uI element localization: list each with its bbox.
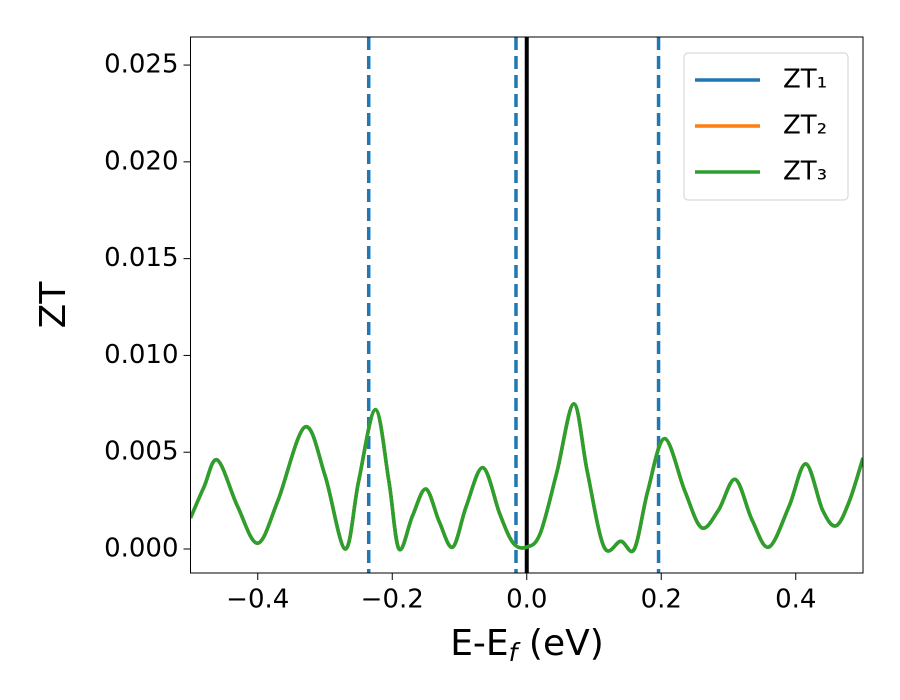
x-axis-label: E-Ef (eV) xyxy=(450,623,604,667)
y-tick-label: 0.025 xyxy=(104,50,178,80)
x-tick-label: 0.2 xyxy=(641,585,682,615)
y-tick-label: 0.015 xyxy=(104,243,178,273)
legend-box xyxy=(683,52,849,201)
x-tick-label: −0.4 xyxy=(226,585,289,615)
legend-label: ZT₁ xyxy=(783,65,827,95)
x-tick-label: 0.4 xyxy=(775,585,816,615)
y-tick-label: 0.000 xyxy=(104,533,178,563)
x-tick-label: 0.0 xyxy=(506,585,547,615)
y-tick-label: 0.005 xyxy=(104,437,178,467)
line-series xyxy=(190,402,863,554)
y-axis-label: ZT xyxy=(33,281,74,329)
y-tick-label: 0.010 xyxy=(104,340,178,370)
legend-label: ZT₂ xyxy=(783,111,827,141)
y-tick-label: 0.020 xyxy=(104,146,178,176)
x-label-rest: (eV) xyxy=(517,623,603,664)
plot-frame xyxy=(190,36,864,574)
x-tick-label: −0.2 xyxy=(361,585,424,615)
legend-label: ZT₃ xyxy=(783,157,827,187)
x-label-main: E-E xyxy=(450,623,508,664)
